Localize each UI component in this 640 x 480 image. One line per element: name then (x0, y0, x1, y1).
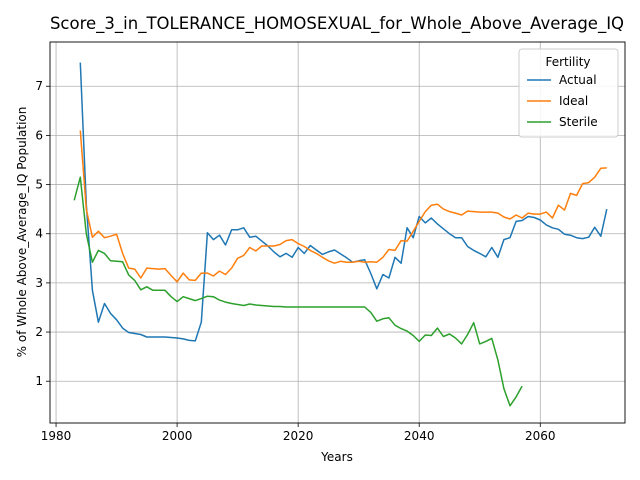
legend-box (518, 48, 619, 138)
x-tick-label: 2000 (162, 429, 193, 443)
y-tick-label: 3 (35, 276, 43, 290)
plot-area-frame (49, 41, 626, 424)
y-tick-label: 1 (35, 374, 43, 388)
x-tick-label: 2040 (404, 429, 435, 443)
y-tick-label: 6 (35, 128, 43, 142)
x-tick-label: 2060 (525, 429, 556, 443)
y-tick-label: 5 (35, 178, 43, 192)
series-line-ideal (79, 130, 607, 283)
legend-label-ideal: Ideal (559, 94, 588, 108)
x-axis: 1980 2000 2020 2040 2060 (41, 423, 556, 443)
series-line-actual (79, 62, 608, 342)
series-line-sterile (73, 176, 523, 407)
y-tick-label: 7 (35, 79, 43, 93)
x-tick-label: 1980 (41, 429, 72, 443)
series-lines (73, 62, 608, 407)
x-axis-label: Years (320, 450, 353, 464)
y-axis-label: % of Whole Above_Average_IQ Population (15, 107, 29, 358)
y-axis: 1 2 3 4 5 6 7 (35, 79, 50, 388)
y-tick-label: 2 (35, 325, 43, 339)
x-tick-label: 2020 (283, 429, 314, 443)
legend: Fertility Actual Ideal Sterile (518, 48, 619, 138)
legend-title: Fertility (545, 55, 590, 69)
legend-label-actual: Actual (559, 73, 597, 87)
y-tick-label: 4 (35, 227, 43, 241)
chart-title: Score_3_in_TOLERANCE_HOMOSEXUAL_for_Whol… (50, 14, 624, 34)
legend-label-sterile: Sterile (559, 115, 598, 129)
